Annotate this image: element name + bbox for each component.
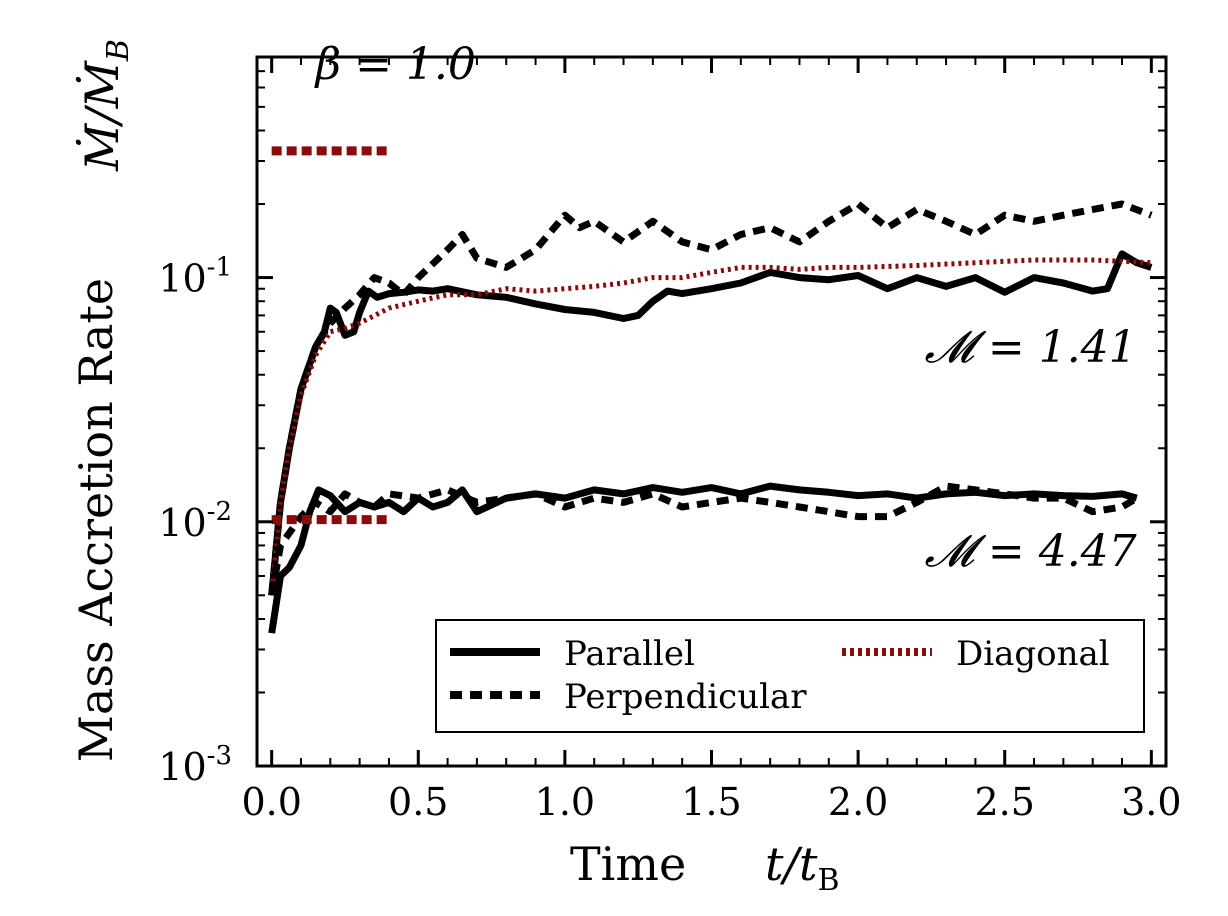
x-tick-label: 2.5 — [975, 780, 1035, 824]
y-tick-label: 10-1 — [158, 253, 232, 301]
y-tick-exp: -1 — [207, 253, 232, 283]
y-tick-base: 10 — [158, 501, 206, 545]
series-layer — [268, 146, 1153, 634]
series-perpendicular-447 — [268, 482, 1139, 596]
x-tick-label: 0.5 — [388, 780, 448, 824]
series-diagonal-141 — [269, 257, 1152, 596]
x-axis-unit-sub: B — [817, 863, 839, 898]
mach-1-41-annotation: 𝓜 = 1.41 — [925, 322, 1137, 373]
y-tick-base: 10 — [158, 745, 206, 789]
legend-label-diagonal: Diagonal — [956, 634, 1110, 674]
x-tick-label: 3.0 — [1121, 780, 1181, 824]
series-parallel-141 — [268, 250, 1153, 596]
y-tick-exp: -2 — [207, 497, 232, 527]
x-tick-label: 0.0 — [241, 780, 301, 824]
beta-annotation: β = 1.0 — [314, 39, 476, 90]
x-axis-title: Time — [570, 837, 686, 891]
y-tick-base: 10 — [158, 257, 206, 301]
plot-frame — [255, 55, 1168, 768]
series-perpendicular-141 — [268, 200, 1153, 596]
x-tick-label: 2.0 — [828, 780, 888, 824]
y-axis-title: Mass Accretion Rate — [69, 278, 123, 762]
series-parallel-447 — [268, 482, 1138, 634]
y-axis-top-main: Ṁ/Ṁ — [74, 59, 129, 172]
y-axis-top-sub: B — [101, 39, 136, 62]
x-axis-unit: t/tB — [765, 837, 840, 898]
y-axis-top-label: Ṁ/ṀB — [74, 39, 136, 172]
legend: Parallel Diagonal Perpendicular — [435, 619, 1145, 733]
x-tick-label: 1.5 — [681, 780, 741, 824]
y-tick-label: 10-2 — [158, 497, 232, 545]
legend-label-perpendicular: Perpendicular — [564, 677, 807, 717]
y-tick-label: 10-3 — [158, 741, 232, 789]
x-tick-label: 1.0 — [535, 780, 595, 824]
x-axis-unit-main: t/t — [765, 837, 818, 891]
ticks-layer: 0.0 0.5 1.0 1.5 2.0 2.5 3.010-310-210-1 — [158, 56, 1182, 824]
legend-label-parallel: Parallel — [564, 634, 695, 674]
mach-4-47-annotation: 𝓜 = 4.47 — [925, 526, 1137, 577]
y-tick-exp: -3 — [207, 741, 232, 771]
legend-box — [435, 619, 1145, 733]
